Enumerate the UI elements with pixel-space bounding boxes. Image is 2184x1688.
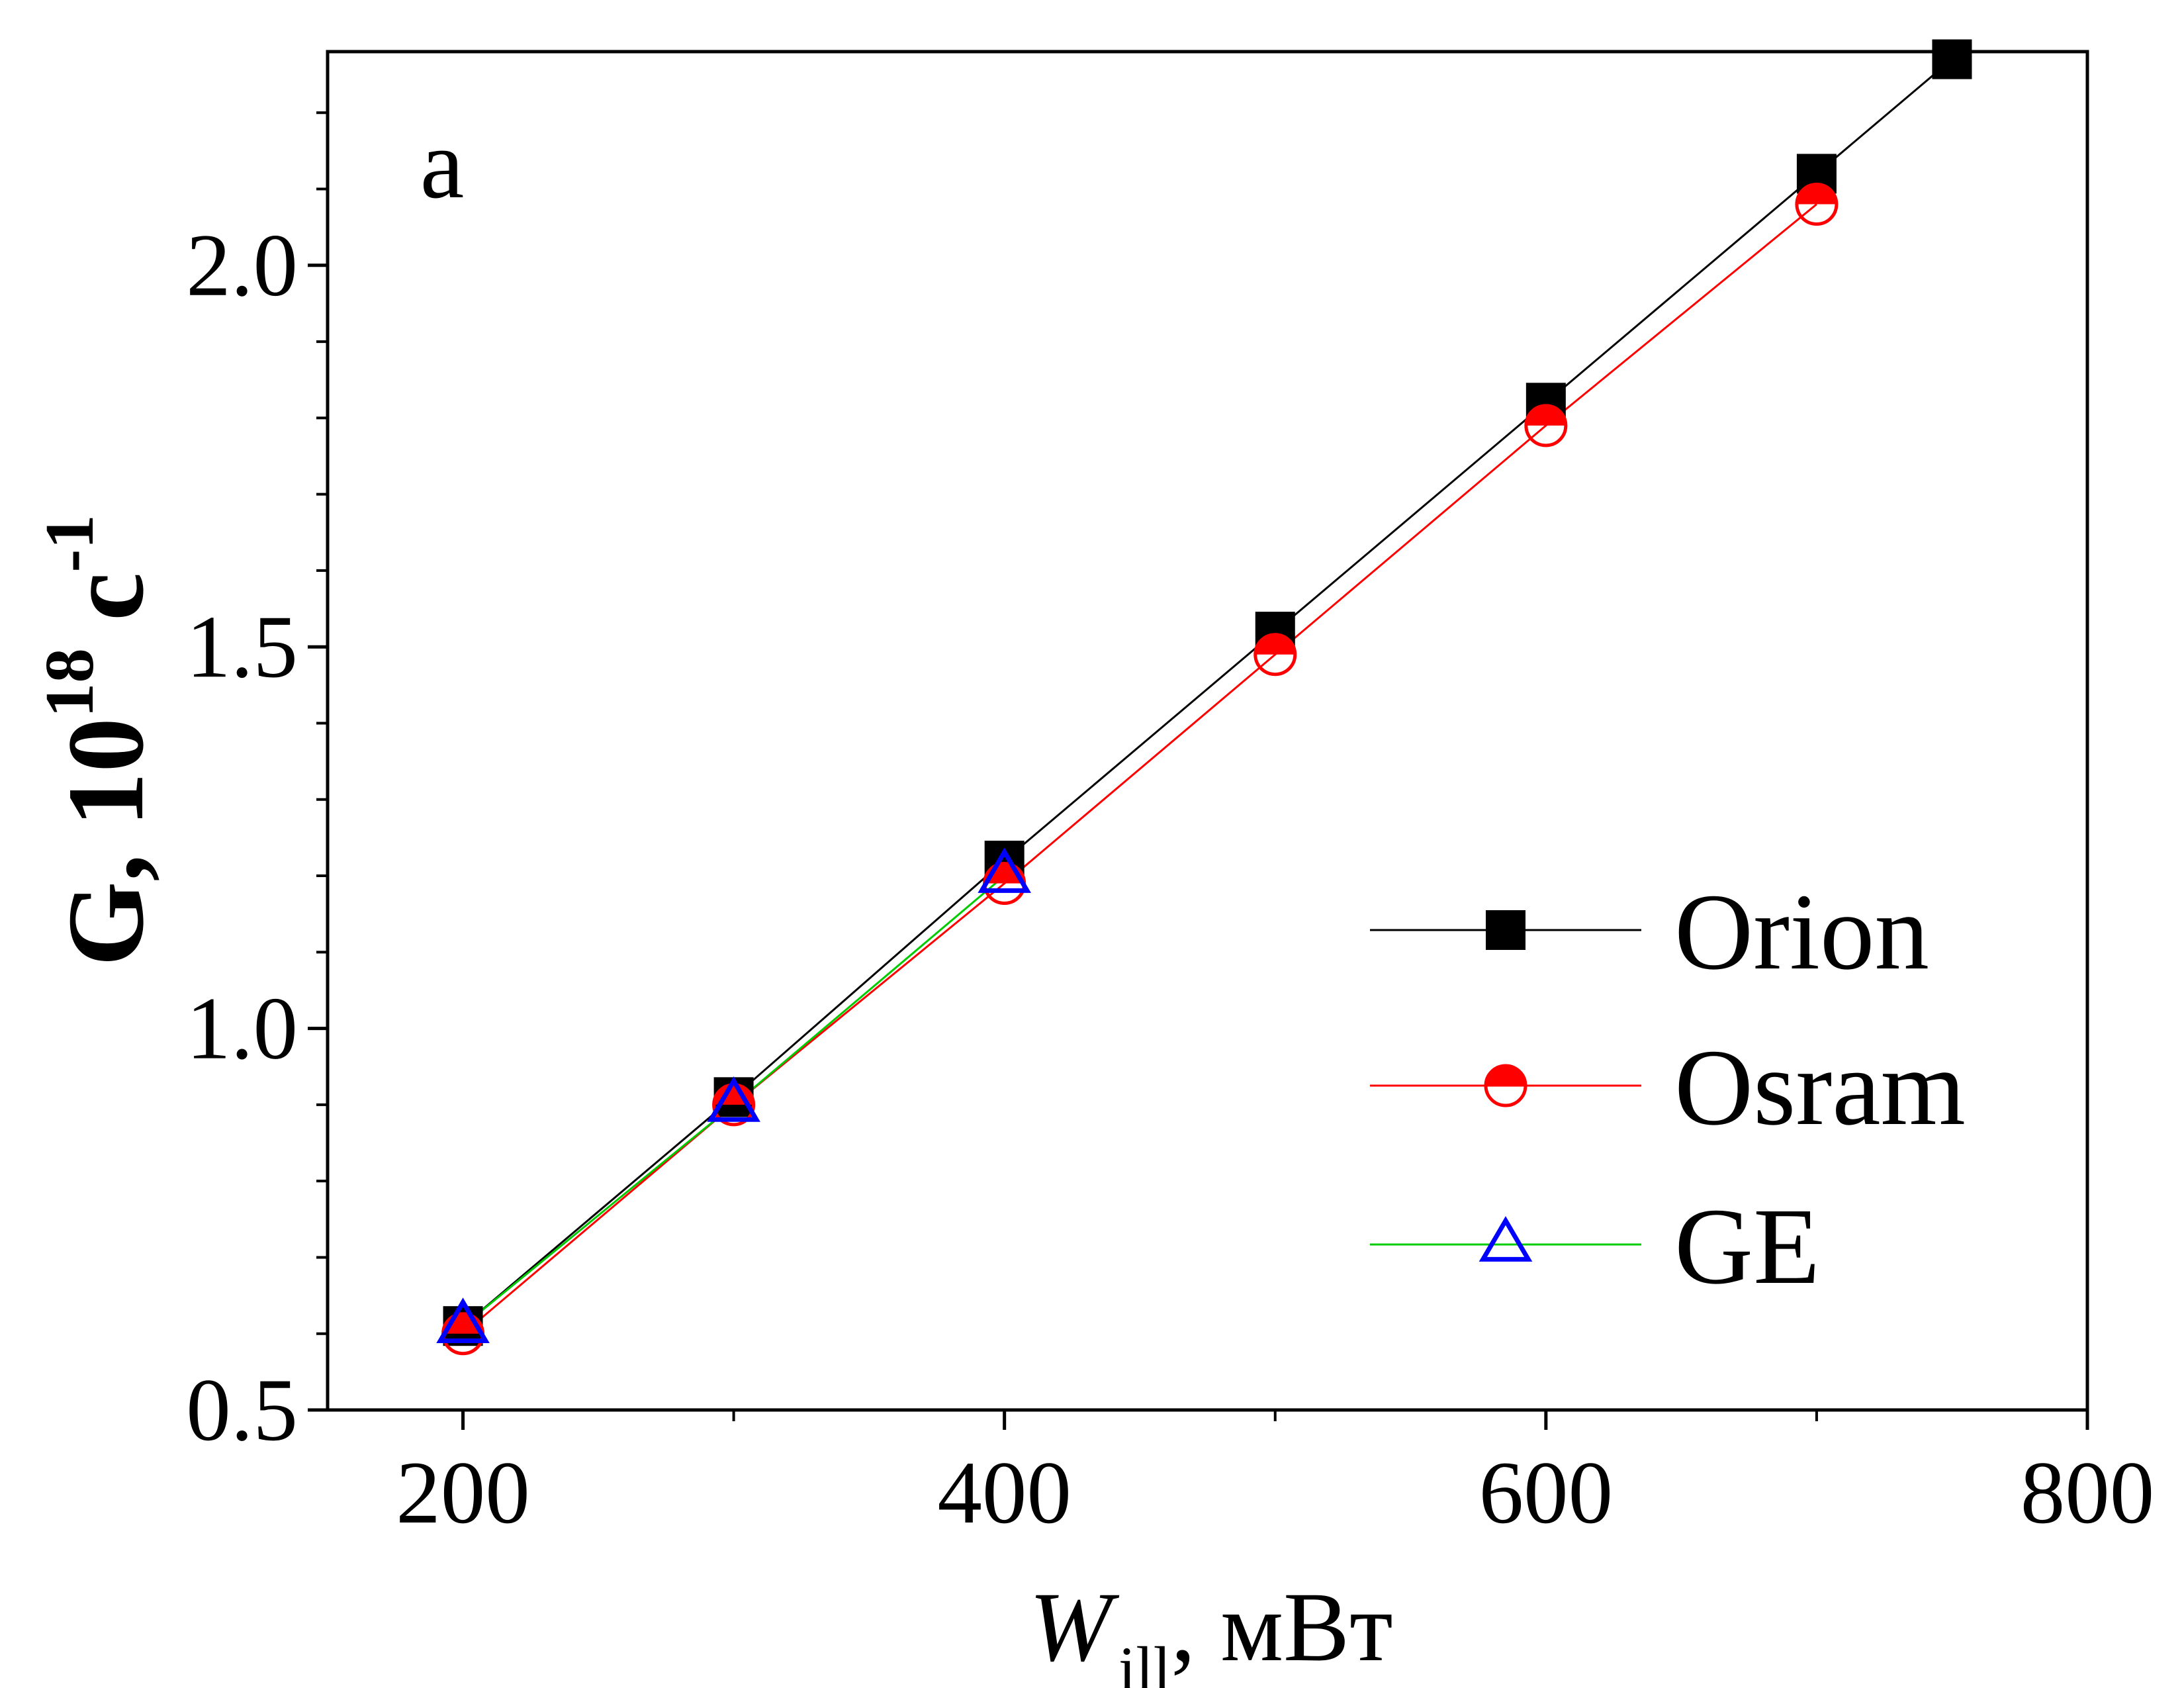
y-tick-label: 2.0 xyxy=(186,216,298,315)
legend-label: Osram xyxy=(1674,1027,1966,1148)
data-point-ge xyxy=(436,1297,490,1344)
data-point-osram xyxy=(983,862,1026,906)
data-point-osram xyxy=(441,1312,485,1356)
y-axis-label-mid: , 10 xyxy=(45,718,166,882)
tick-labels: 200 400 600 800 0.5 1.0 1.5 2.0 xyxy=(186,216,2154,1542)
legend-label: Orion xyxy=(1674,871,1929,992)
y-axis-label: G, 1018 c-1 xyxy=(30,514,166,966)
y-axis-label-sup1: 18 xyxy=(30,648,108,718)
legend-marker xyxy=(1484,1064,1527,1107)
y-tick-label: 1.5 xyxy=(186,598,298,696)
series-line-osram xyxy=(462,203,1817,1335)
legend-item-orion: Orion xyxy=(1370,871,1929,992)
data-point-osram xyxy=(1253,633,1297,677)
data-point-osram xyxy=(1524,404,1568,447)
x-tick-label: 800 xyxy=(2021,1444,2155,1542)
x-axis-label-sub: ill xyxy=(1118,1634,1171,1688)
legend: Orion Osram GE xyxy=(1370,871,1966,1307)
y-tick-label: 1.0 xyxy=(186,980,298,1078)
x-tick-label: 200 xyxy=(396,1444,530,1542)
y-axis-label-unit: c xyxy=(45,573,166,649)
x-tick-label: 600 xyxy=(1479,1444,1614,1542)
legend-marker xyxy=(1486,910,1525,950)
x-axis-label-main: W xyxy=(1029,1572,1120,1682)
data-point-orion xyxy=(1932,39,1972,79)
y-axis-label-sup2: -1 xyxy=(30,514,108,572)
data-point-ge xyxy=(707,1076,760,1122)
x-axis-label-unit: , мВт xyxy=(1171,1572,1393,1682)
y-axis-label-main: G xyxy=(45,882,166,966)
y-tick-label: 0.5 xyxy=(186,1361,298,1460)
series-markers xyxy=(436,39,1972,1356)
plot-frame xyxy=(326,50,2089,1412)
x-tick-label: 400 xyxy=(937,1444,1071,1542)
data-point-osram xyxy=(1795,183,1839,226)
axis-ticks xyxy=(308,111,2089,1430)
legend-item-osram: Osram xyxy=(1370,1027,1966,1148)
panel-label: a xyxy=(420,109,465,219)
data-point-ge xyxy=(978,847,1032,893)
legend-item-ge: GE xyxy=(1370,1186,1820,1307)
legend-marker xyxy=(1479,1216,1533,1262)
legend-label: GE xyxy=(1674,1186,1820,1307)
